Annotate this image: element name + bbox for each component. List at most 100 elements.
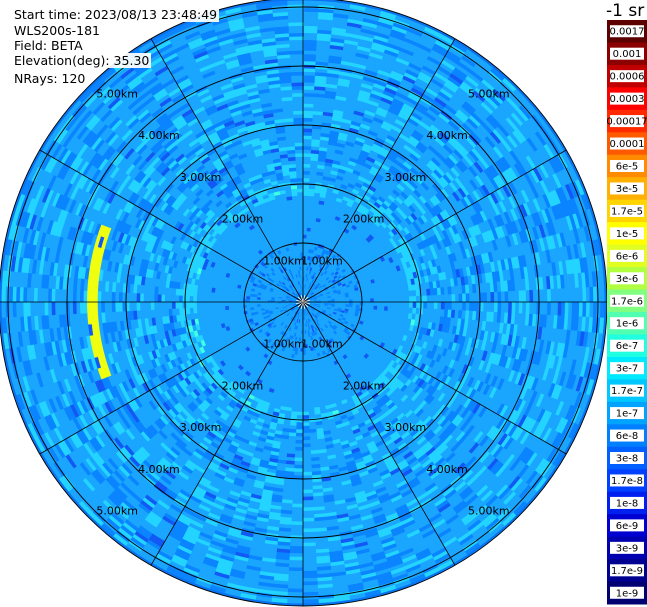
- beta-cell: [307, 277, 310, 282]
- beta-cell: [305, 312, 307, 317]
- beta-cell: [315, 334, 320, 339]
- beta-cell: [322, 309, 327, 313]
- beta-cell: [309, 318, 312, 323]
- beta-cell: [281, 304, 286, 307]
- beta-cell: [300, 308, 302, 314]
- beta-cell: [293, 255, 297, 261]
- beta-cell: [310, 325, 314, 330]
- beta-cell: [278, 295, 283, 298]
- beta-cell: [310, 263, 314, 268]
- beta-cell: [315, 326, 320, 331]
- beta-cell: [246, 289, 252, 294]
- beta-cell: [303, 255, 306, 260]
- beta-cell: [304, 266, 307, 271]
- beta-cell: [288, 303, 293, 306]
- beta-cell: [305, 248, 309, 253]
- beta-cell: [263, 299, 268, 302]
- beta-cell: [321, 282, 326, 287]
- beta-cell: [297, 284, 300, 289]
- beta-cell: [307, 293, 311, 298]
- beta-cell: [309, 309, 313, 314]
- beta-cell: [246, 310, 252, 314]
- beta-cell: [291, 274, 295, 280]
- beta-cell: [274, 307, 280, 310]
- beta-cell: [291, 292, 296, 296]
- beta-cell: [312, 331, 316, 337]
- beta-cell: [279, 309, 284, 313]
- beta-cell: [273, 287, 278, 291]
- beta-cell: [312, 312, 316, 316]
- beta-cell: [299, 351, 303, 356]
- beta-cell: [265, 287, 270, 292]
- beta-cell: [284, 283, 289, 288]
- beta-cell: [312, 283, 316, 288]
- beta-cell: [305, 304, 308, 309]
- beta-cell: [281, 313, 286, 317]
- beta-cell: [304, 308, 306, 314]
- beta-cell: [320, 297, 325, 300]
- beta-cell: [351, 293, 357, 298]
- beta-cell: [292, 304, 297, 307]
- beta-cell: [320, 296, 325, 299]
- beta-cell: [317, 310, 322, 314]
- beta-cell: [288, 310, 292, 314]
- beta-cell: [249, 309, 255, 314]
- beta-cell: [354, 290, 360, 294]
- beta-cell: [324, 313, 329, 317]
- beta-cell: [294, 306, 298, 310]
- beta-cell: [301, 312, 303, 317]
- beta-cell: [263, 305, 269, 309]
- beta-cell: [285, 305, 290, 308]
- beta-cell: [279, 283, 284, 288]
- beta-cell: [307, 343, 311, 349]
- beta-cell: [314, 276, 318, 281]
- beta-cell: [270, 285, 275, 290]
- beta-cell: [350, 288, 356, 292]
- beta-cell: [253, 311, 259, 315]
- beta-cell: [299, 305, 302, 310]
- beta-cell: [312, 263, 316, 269]
- beta-cell: [284, 316, 288, 320]
- beta-cell: [347, 289, 353, 293]
- beta-cell: [289, 327, 293, 333]
- beta-cell: [316, 322, 320, 327]
- beta-cell: [316, 295, 321, 298]
- beta-cell: [310, 270, 314, 276]
- beta-cell: [341, 299, 347, 303]
- beta-cell: [303, 305, 305, 310]
- beta-cell: [290, 283, 294, 288]
- beta-cell: [345, 297, 350, 300]
- beta-cell: [281, 297, 286, 300]
- beta-cell: [300, 315, 302, 321]
- beta-cell: [296, 262, 300, 268]
- beta-cell: [311, 278, 315, 284]
- beta-cell: [280, 312, 286, 316]
- beta-cell: [316, 312, 321, 316]
- beta-cell: [277, 287, 282, 291]
- beta-cell: [312, 306, 317, 309]
- beta-cell: [249, 293, 255, 297]
- beta-cell: [252, 299, 258, 302]
- beta-cell: [284, 289, 289, 293]
- beta-cell: [240, 314, 245, 319]
- beta-cell: [297, 280, 300, 285]
- beta-cell: [303, 290, 305, 295]
- beta-cell: [309, 299, 314, 301]
- beta-cell: [312, 238, 317, 244]
- beta-cell: [305, 354, 309, 360]
- beta-cell: [292, 304, 297, 307]
- beta-cell: [269, 313, 274, 317]
- beta-cell: [299, 283, 301, 289]
- beta-cell: [288, 302, 293, 304]
- beta-cell: [285, 288, 290, 292]
- beta-cell: [261, 313, 267, 318]
- beta-cell: [305, 255, 309, 260]
- beta-cell: [307, 269, 310, 275]
- beta-cell: [285, 269, 289, 275]
- beta-cell: [280, 317, 285, 322]
- beta-cell: [322, 308, 328, 312]
- beta-cell: [297, 266, 300, 271]
- beta-cell: [275, 292, 280, 296]
- beta-cell: [301, 294, 303, 299]
- beta-cell: [309, 290, 313, 295]
